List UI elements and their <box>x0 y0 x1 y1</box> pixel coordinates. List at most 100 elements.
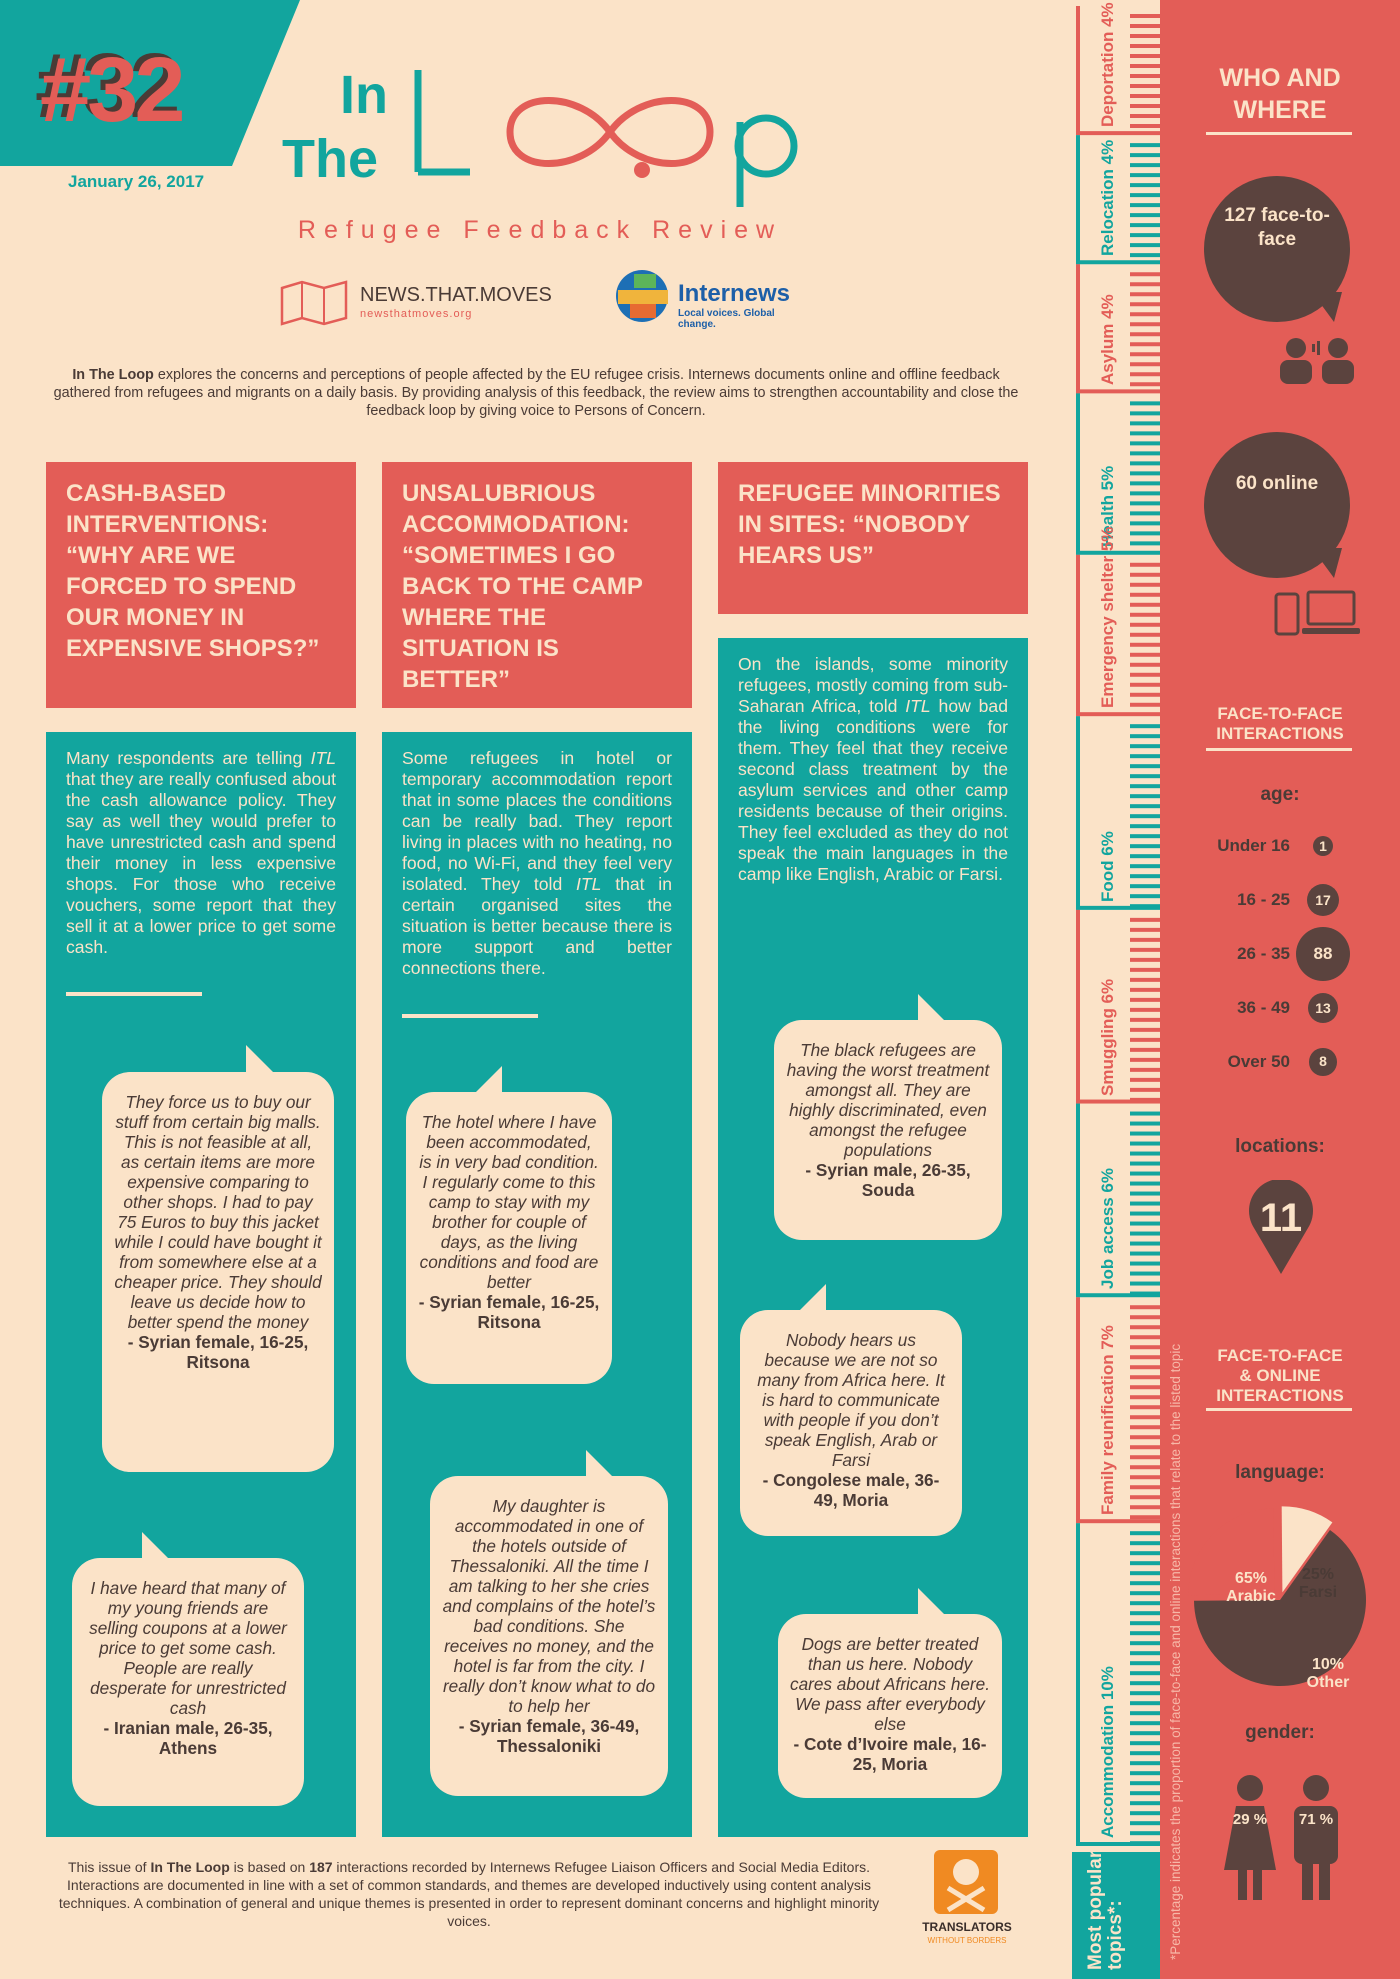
topic-segment <box>1076 393 1080 555</box>
topic-tick <box>1130 1405 1160 1410</box>
column-1-body-post: that they are really confused about the … <box>66 769 336 957</box>
column-2-body-pre: Some refugees in hotel or temporary acco… <box>402 748 672 894</box>
topic-cap <box>1076 131 1160 136</box>
topic-tick <box>1130 491 1160 496</box>
topic-tick <box>1130 754 1160 759</box>
issue-number: #32 <box>40 39 185 141</box>
devices-icon <box>1274 590 1360 636</box>
topic-tick <box>1130 521 1160 526</box>
topic-tick <box>1130 927 1160 932</box>
topic-tick <box>1130 1241 1160 1246</box>
topic-tick <box>1130 1037 1160 1042</box>
pie-slice-arabic <box>1194 1530 1366 1686</box>
topic-cap <box>1076 712 1160 717</box>
topic-segment <box>1076 1523 1080 1846</box>
intro-body: explores the concerns and perceptions of… <box>53 367 1019 419</box>
topic-tick <box>1130 814 1160 819</box>
topic-label: Family reunification 7% <box>1098 1325 1117 1516</box>
partner1-name: NEWS.THAT.MOVES <box>360 284 552 306</box>
topic-tick <box>1130 1661 1160 1666</box>
topic-tick <box>1130 1087 1160 1092</box>
language-pie <box>1188 1506 1366 1686</box>
gender-label: gender: <box>1245 1722 1315 1743</box>
twb-name: TRANSLATORS <box>922 1920 1012 1934</box>
translators-logo[interactable]: TRANSLATORS WITHOUT BORDERS <box>912 1850 1022 1960</box>
topic-tick <box>1130 1325 1160 1330</box>
column-2-panel: Some refugees in hotel or temporary acco… <box>382 732 692 1837</box>
column-2-underline <box>402 1014 538 1018</box>
twb-logo-icon <box>934 1850 998 1914</box>
column-1-itl: ITL <box>310 748 336 768</box>
topic-tick <box>1130 342 1160 347</box>
topic-tick <box>1130 854 1160 859</box>
partner2-tagline: Local voices. Global change. <box>678 308 775 330</box>
topic-tick <box>1130 1131 1160 1136</box>
topic-tick <box>1130 1171 1160 1176</box>
topic-tick <box>1130 1811 1160 1816</box>
partner-newsthatmoves[interactable]: NEWS.THAT.MOVES newsthatmoves.org <box>278 278 558 328</box>
topic-label: Emergency shelter 5% <box>1098 526 1117 709</box>
column-1-quote-1: They force us to buy our stuff from cert… <box>102 1072 334 1472</box>
lang-farsi-label: 25% Farsi <box>1288 1566 1348 1602</box>
topic-tick <box>1130 1571 1160 1576</box>
topic-tick <box>1130 1485 1160 1490</box>
topic-tick <box>1130 24 1160 28</box>
subtitle: Refugee Feedback Review <box>297 216 783 244</box>
partner2-name: Internews <box>678 280 791 307</box>
logo-loop: Loop <box>410 62 800 217</box>
column-2-body-post: that in certain organised sites the situ… <box>402 874 672 978</box>
topic-tick <box>1130 572 1160 577</box>
topic-tick <box>1130 1831 1160 1836</box>
topic-tick <box>1130 193 1160 198</box>
topic-tick <box>1130 1751 1160 1756</box>
topic-tick <box>1130 1181 1160 1186</box>
who-where-panel: *Percentage indicates the proportion of … <box>1160 0 1400 1979</box>
topic-tick <box>1130 917 1160 922</box>
quote-source: - Congolese male, 36-49, Moria <box>762 1470 940 1510</box>
quote-text: I have heard that many of my young frien… <box>89 1578 287 1718</box>
topic-tick <box>1130 1315 1160 1320</box>
partner-internews[interactable]: Internews Local voices. Global change. <box>614 268 814 330</box>
topic-tick <box>1130 253 1160 258</box>
column-3-panel: On the islands, some minority refugees, … <box>718 638 1028 1837</box>
topic-tick <box>1130 1047 1160 1052</box>
topic-tick <box>1130 1495 1160 1500</box>
locations-count: 11 <box>1259 1196 1303 1240</box>
topic-tick <box>1130 1395 1160 1400</box>
topic-label: Relocation 4% <box>1098 140 1117 257</box>
topic-tick <box>1130 1541 1160 1546</box>
topic-cap <box>1076 260 1160 265</box>
f2f-title-2: INTERACTIONS <box>1216 724 1344 743</box>
female-pct: 29 % <box>1232 1811 1268 1828</box>
topic-tick <box>1130 1801 1160 1806</box>
quote-tail <box>586 1450 614 1478</box>
topic-cap <box>1076 1099 1160 1104</box>
topic-tick <box>1130 774 1160 779</box>
topics-label-box: Most popular topics*: <box>1072 1851 1160 1979</box>
quote-text: Nobody hears us because we are not so ma… <box>757 1330 945 1470</box>
topic-tick <box>1130 834 1160 839</box>
topic-tick <box>1130 1027 1160 1032</box>
topic-tick <box>1130 744 1160 749</box>
topic-tick <box>1130 1455 1160 1460</box>
topic-tick <box>1130 947 1160 952</box>
topic-tick <box>1130 223 1160 228</box>
topic-tick <box>1130 511 1160 516</box>
topic-tick <box>1130 1385 1160 1390</box>
topic-tick <box>1130 143 1160 148</box>
topic-tick <box>1130 372 1160 377</box>
topic-tick <box>1130 987 1160 992</box>
topic-tick <box>1130 362 1160 367</box>
column-1-underline <box>66 992 202 996</box>
topic-tick <box>1130 1651 1160 1656</box>
twb-sub: WITHOUT BORDERS <box>927 1936 1007 1945</box>
topic-tick <box>1130 1161 1160 1166</box>
topic-tick <box>1130 1271 1160 1276</box>
issue-date: January 26, 2017 <box>68 172 205 191</box>
location-pin-icon <box>1249 1180 1313 1274</box>
topic-tick <box>1130 1221 1160 1226</box>
topic-tick <box>1130 884 1160 889</box>
map-icon <box>280 280 348 326</box>
topic-tick <box>1130 64 1160 68</box>
column-2-quote-1: The hotel where I have been accommodated… <box>406 1092 612 1384</box>
